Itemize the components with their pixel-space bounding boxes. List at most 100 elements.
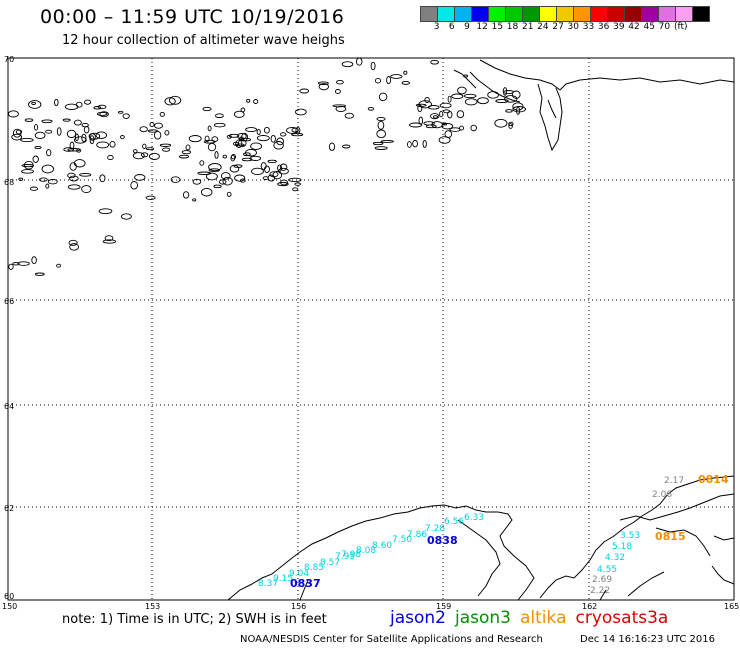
- map-frame: [7, 57, 735, 601]
- satellite-jason3: jason3: [455, 608, 511, 628]
- ice-floe: [463, 93, 477, 99]
- ice-floe: [226, 134, 232, 139]
- ice-floe: [88, 132, 101, 140]
- ice-floe: [69, 141, 75, 150]
- ice-floe: [178, 154, 190, 159]
- ice-floe: [34, 124, 39, 131]
- lon-label-165: 165: [724, 602, 739, 611]
- track3-value-1: 2.06: [652, 490, 672, 500]
- credit-line: NOAA/NESDIS Center for Satellite Applica…: [240, 634, 543, 645]
- legend-label-11: 36: [597, 22, 610, 32]
- ice-floe: [15, 129, 23, 135]
- ice-floe: [277, 182, 289, 187]
- track2-gray-0: 2.22: [590, 586, 610, 596]
- track-labels: 8.37 9.15 9.04 8.85 8.57 7.95 7.98 8.08 …: [258, 473, 729, 596]
- ice-floe: [93, 106, 102, 110]
- ice-floe: [41, 119, 53, 124]
- legend-label-5: 18: [506, 22, 519, 32]
- coastline-south: [227, 475, 735, 601]
- ice-floe: [81, 185, 92, 194]
- ice-floe: [181, 150, 192, 155]
- ice-floe: [334, 89, 341, 94]
- ice-floe: [200, 187, 213, 197]
- ice-floe: [208, 163, 222, 172]
- ice-floe: [423, 121, 435, 126]
- ice-floe: [295, 108, 307, 116]
- ice-floe: [294, 182, 301, 186]
- satellite-s3a: s3a: [638, 608, 669, 628]
- ice-floe: [494, 118, 508, 128]
- ice-floe: [438, 136, 451, 144]
- ice-floe: [386, 76, 392, 85]
- lon-label-159: 159: [436, 602, 451, 611]
- ice-floe: [341, 61, 354, 68]
- ice-floe: [270, 134, 276, 143]
- ice-floe: [418, 116, 424, 125]
- ice-floe: [213, 122, 226, 128]
- ice-floe: [32, 155, 39, 163]
- ice-floe: [267, 159, 277, 164]
- ice-floe: [504, 95, 518, 103]
- ice-floe: [441, 123, 454, 130]
- ice-floe: [11, 133, 23, 141]
- ice-floe: [192, 198, 197, 202]
- track1-value-3: 8.85: [304, 563, 324, 573]
- ice-floe: [164, 130, 170, 136]
- ice-floe: [249, 155, 262, 161]
- ice-floe: [407, 141, 412, 148]
- ice-floe: [102, 239, 117, 244]
- ice-floe: [12, 128, 22, 138]
- ice-floe: [336, 79, 344, 85]
- track1-value-10: 7.86: [407, 530, 427, 540]
- track3-value-0: 2.17: [664, 476, 684, 486]
- ice-floe: [73, 136, 87, 144]
- ice-floe: [222, 154, 228, 159]
- ice-floe: [280, 132, 287, 137]
- ice-floe: [415, 103, 427, 107]
- ice-floe: [199, 160, 205, 166]
- ice-floe: [24, 118, 34, 122]
- ice-floe: [162, 147, 171, 152]
- ice-floe: [117, 110, 124, 114]
- ice-floe: [246, 98, 251, 103]
- track1-value-2: 9.04: [289, 569, 309, 579]
- legend-label-0: 3: [433, 22, 440, 32]
- ice-floe: [378, 92, 388, 102]
- track2-value-3: 3.53: [620, 531, 640, 541]
- ice-floe: [317, 81, 329, 85]
- track1-value-5: 7.95: [335, 552, 355, 562]
- track2-gray-1: 2.69: [592, 575, 612, 585]
- lon-label-156: 156: [291, 602, 306, 611]
- track2-value-1: 4.32: [605, 553, 625, 563]
- ice-floe: [424, 97, 430, 103]
- ice-floe: [168, 95, 182, 105]
- ice-floe: [374, 146, 388, 150]
- ice-floe: [245, 127, 258, 133]
- ice-floe: [120, 213, 132, 220]
- ice-floe: [262, 176, 269, 180]
- ice-floe: [245, 148, 257, 157]
- ice-floe: [205, 172, 218, 181]
- ice-floe: [237, 132, 247, 140]
- ice-floe: [46, 149, 52, 157]
- legend-label-10: 33: [582, 22, 595, 32]
- ice-floe: [470, 124, 477, 132]
- ice-floe: [332, 104, 347, 108]
- ice-floe: [390, 74, 403, 79]
- ice-floe: [370, 61, 376, 71]
- ice-floe: [240, 178, 246, 183]
- ice-floe: [508, 123, 513, 129]
- ice-floe: [218, 179, 227, 185]
- track1-time-a: 0837: [290, 577, 321, 590]
- ice-floe: [374, 77, 382, 84]
- ice-floe: [457, 86, 467, 95]
- track1-value-8: 8.60: [372, 541, 392, 551]
- ice-floe: [67, 184, 81, 190]
- ice-floe: [96, 141, 110, 149]
- ice-floe: [253, 99, 259, 104]
- ice-floe: [120, 135, 125, 140]
- lat-label-70: 70: [4, 55, 14, 64]
- ice-floe: [79, 172, 92, 177]
- ice-floe: [456, 110, 465, 119]
- ice-floe: [73, 159, 86, 168]
